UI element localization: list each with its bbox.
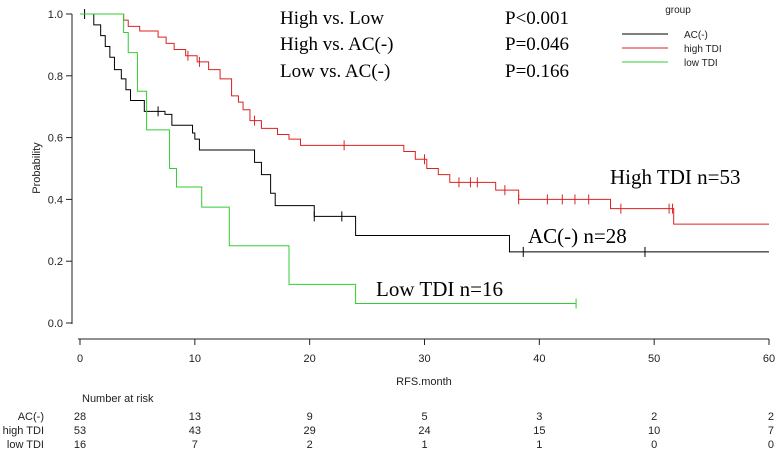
- risk-value-ac-minus-60: 2: [768, 411, 774, 423]
- risk-value-low-tdi-20: 2: [307, 439, 313, 451]
- x-tick-label-1: 10: [189, 353, 201, 365]
- y-tick-label-4: 0.8: [48, 71, 63, 83]
- risk-value-ac-minus-50: 2: [651, 411, 657, 423]
- risk-value-high-tdi-40: 15: [533, 425, 545, 437]
- series-label-ac-minus: AC(-) n=28: [528, 224, 627, 248]
- risk-value-high-tdi-10: 43: [189, 425, 201, 437]
- risk-row-label-low-tdi: low TDI: [7, 439, 44, 451]
- risk-value-high-tdi-20: 29: [304, 425, 316, 437]
- annotation-p-3: P=0.166: [505, 61, 569, 82]
- series-label-low-tdi: Low TDI n=16: [376, 277, 503, 301]
- p-value-annotations: High vs. Low P<0.001 High vs. AC(-) P=0.…: [280, 8, 569, 82]
- risk-value-ac-minus-40: 3: [536, 411, 542, 423]
- y-tick-label-2: 0.4: [48, 194, 63, 206]
- x-tick-label-0: 0: [77, 353, 83, 365]
- x-tick-label-5: 50: [648, 353, 660, 365]
- x-tick-label-6: 60: [763, 353, 775, 365]
- risk-value-ac-minus-30: 5: [421, 411, 427, 423]
- survival-curves: [80, 9, 769, 309]
- y-tick-label-0: 0.0: [48, 318, 63, 330]
- legend-title: group: [665, 5, 691, 16]
- risk-value-high-tdi-50: 10: [648, 425, 660, 437]
- risk-row-label-ac-minus: AC(-): [18, 411, 44, 423]
- risk-value-low-tdi-10: 7: [192, 439, 198, 451]
- x-tick-label-3: 30: [418, 353, 430, 365]
- risk-row-label-high-tdi: high TDI: [3, 425, 44, 437]
- x-tick-label-2: 20: [304, 353, 316, 365]
- annotation-comparison-3: Low vs. AC(-): [280, 61, 390, 82]
- y-tick-label-1: 0.2: [48, 256, 63, 268]
- y-axis-label: Probability: [31, 142, 43, 194]
- curve-high-tdi: [80, 13, 769, 225]
- y-ticks: 0.0 0.2 0.4 0.6 0.8 1.0: [48, 9, 72, 330]
- risk-value-ac-minus-20: 9: [307, 411, 313, 423]
- risk-value-high-tdi-0: 53: [74, 425, 86, 437]
- x-tick-label-4: 40: [533, 353, 545, 365]
- risk-value-low-tdi-60: 0: [768, 439, 774, 451]
- legend-entry-low-tdi: low TDI: [684, 58, 718, 69]
- annotation-comparison-1: High vs. Low: [280, 8, 384, 29]
- x-axis-label: RFS.month: [396, 376, 452, 388]
- risk-value-ac-minus-10: 13: [189, 411, 201, 423]
- curve-low-tdi: [80, 13, 577, 305]
- curve-ac-minus: [80, 13, 769, 253]
- risk-value-high-tdi-30: 24: [418, 425, 430, 437]
- y-tick-label-5: 1.0: [48, 9, 63, 21]
- series-label-high-tdi: High TDI n=53: [610, 165, 740, 189]
- risk-value-low-tdi-40: 1: [536, 439, 542, 451]
- y-tick-label-3: 0.6: [48, 133, 63, 145]
- risk-value-low-tdi-50: 0: [651, 439, 657, 451]
- legend: group AC(-) high TDI low TDI: [622, 5, 722, 69]
- risk-value-high-tdi-60: 7: [768, 425, 774, 437]
- annotation-comparison-2: High vs. AC(-): [280, 34, 393, 55]
- risk-value-low-tdi-30: 1: [421, 439, 427, 451]
- x-ticks: 0 10 20 30 40 50 60: [77, 339, 775, 365]
- legend-entry-high-tdi: high TDI: [684, 44, 722, 55]
- annotation-p-2: P=0.046: [505, 34, 569, 55]
- risk-table-title: Number at risk: [82, 393, 154, 405]
- risk-value-ac-minus-0: 28: [74, 411, 86, 423]
- risk-value-low-tdi-0: 16: [74, 439, 86, 451]
- legend-entry-ac-minus: AC(-): [684, 30, 708, 41]
- annotation-p-1: P<0.001: [505, 8, 569, 29]
